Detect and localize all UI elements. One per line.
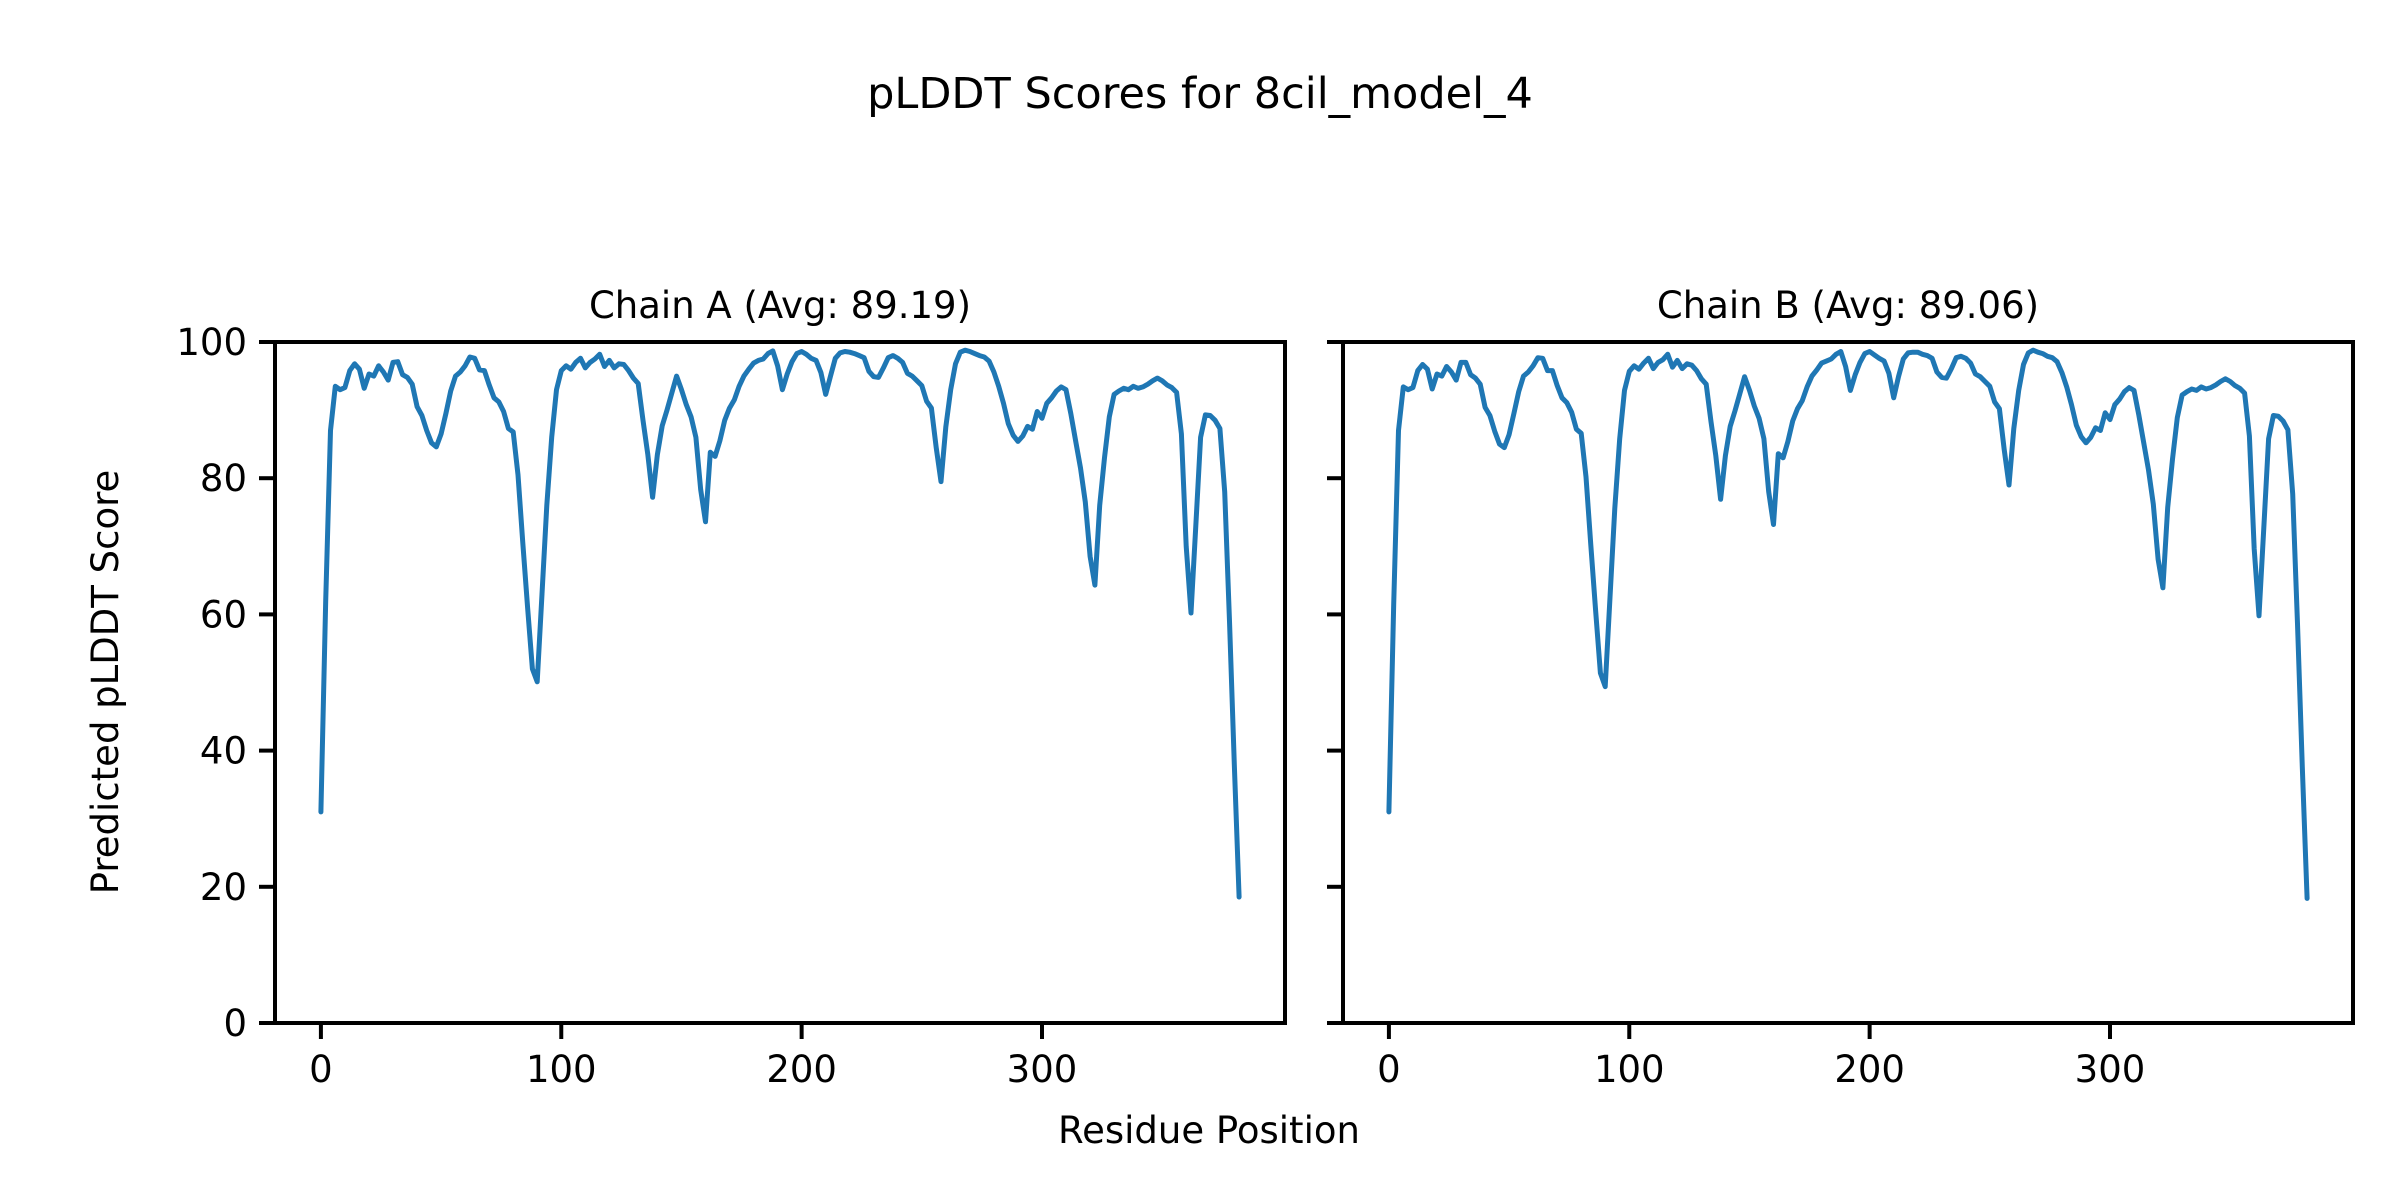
axes-spines-chain-a: [273, 340, 1287, 1025]
y-tick-label: 40: [200, 730, 247, 773]
axes-spines-chain-b: [1341, 340, 2355, 1025]
y-tick-label: 80: [200, 457, 247, 500]
x-tick-label: 100: [526, 1048, 597, 1091]
y-tick-label: 20: [200, 866, 247, 909]
plddt-line-chain-a: [318, 347, 1242, 900]
x-tick-label: 0: [1377, 1048, 1401, 1091]
plddt-line-chain-b: [1386, 347, 2310, 901]
x-tick-label: 200: [766, 1048, 837, 1091]
x-tick-label: 300: [2075, 1048, 2146, 1091]
x-tick-label: 300: [1007, 1048, 1078, 1091]
y-tick-label: 60: [200, 593, 247, 636]
x-tick-label: 100: [1594, 1048, 1665, 1091]
axes-title-chain-a: Chain A (Avg: 89.19): [589, 284, 971, 327]
figure-title: pLDDT Scores for 8cil_model_4: [867, 69, 1533, 119]
x-tick-label: 0: [309, 1048, 333, 1091]
x-tick-label: 200: [1834, 1048, 1905, 1091]
y-axis-label: Predicted pLDDT Score: [84, 470, 127, 895]
axes-chain-a: Chain A (Avg: 89.19) 0 100 200 300 0 20 40 60 80 1…: [176, 284, 1287, 1091]
y-tick-label: 0: [223, 1002, 247, 1045]
x-axis-label: Residue Position: [1058, 1109, 1360, 1152]
axes-chain-b: Chain B (Avg: 89.06) 0 100 200 300: [1327, 284, 2355, 1091]
y-tick-label: 100: [176, 321, 247, 364]
axes-title-chain-b: Chain B (Avg: 89.06): [1657, 284, 2039, 327]
